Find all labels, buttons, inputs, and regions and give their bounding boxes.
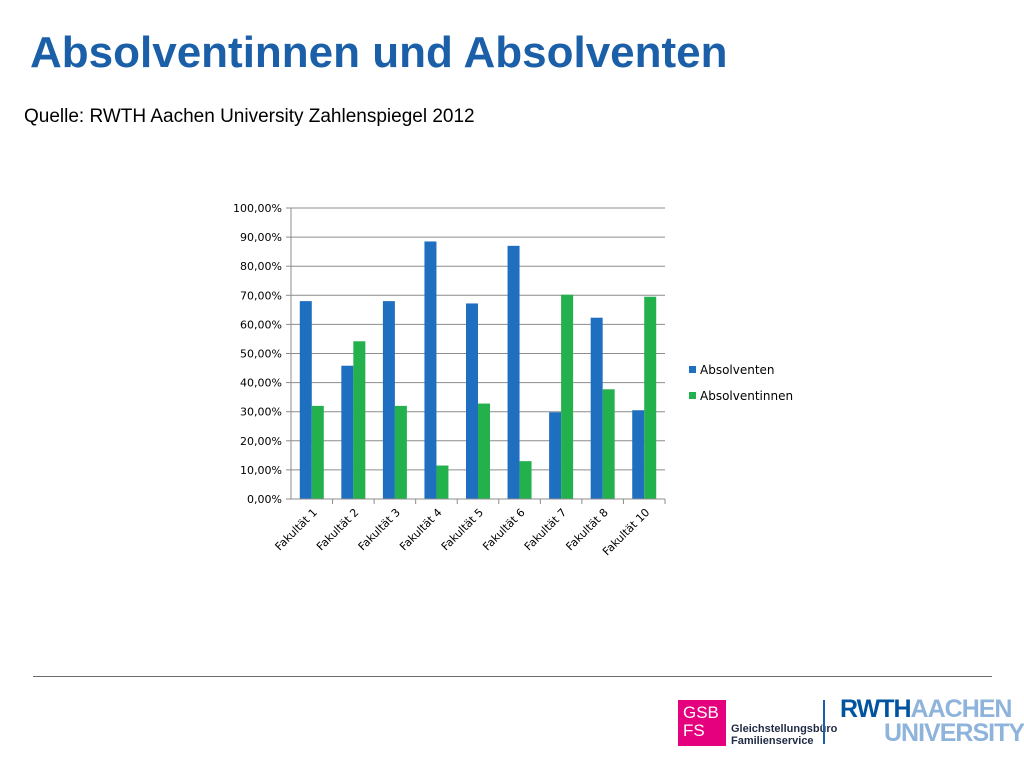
rwth-logo-rwth: RWTH	[840, 695, 912, 723]
x-tick-label: Fakultät 2	[314, 506, 361, 553]
bar-absolventinnen	[602, 389, 615, 499]
bar-absolventinnen	[561, 294, 574, 499]
y-tick-label: 20,00%	[240, 435, 282, 448]
y-tick-label: 70,00%	[240, 289, 282, 302]
rwth-logo-line1: RWTHAACHEN	[840, 695, 1024, 723]
legend-label-absolventinnen: Absolventinnen	[700, 389, 793, 403]
bar-absolventen	[466, 303, 478, 499]
bar-absolventinnen	[311, 405, 324, 499]
gsb-logo-text: Gleichstellungsbüro Familienservice	[731, 723, 837, 747]
legend-label-absolventen: Absolventen	[700, 363, 775, 377]
legend-swatch-absolventen	[689, 366, 696, 373]
bar-absolventen	[299, 301, 312, 499]
rwth-logo: RWTHAACHEN UNIVERSITY	[840, 695, 1024, 747]
bar-absolventen	[549, 412, 562, 499]
gsb-logo-line1: GSB	[683, 703, 719, 722]
x-tick-label: Fakultät 5	[439, 506, 486, 553]
x-tick-label: Fakultät 7	[522, 506, 569, 553]
y-tick-label: 0,00%	[247, 493, 282, 506]
bar-absolventinnen	[394, 405, 407, 499]
gsb-logo-line2: FS	[683, 721, 705, 740]
bar-absolventinnen	[436, 465, 449, 499]
bar-absolventen	[590, 317, 603, 499]
y-tick-label: 80,00%	[240, 260, 282, 273]
logo-divider	[823, 700, 825, 744]
slide-subtitle: Quelle: RWTH Aachen University Zahlenspi…	[24, 106, 475, 127]
rwth-logo-university: UNIVERSITY	[884, 719, 1024, 747]
gsb-text-line1: Gleichstellungsbüro	[731, 723, 838, 735]
bar-absolventinnen	[644, 296, 657, 499]
x-tick-label: Fakultät 1	[273, 506, 320, 553]
y-tick-label: 30,00%	[240, 406, 282, 419]
gsb-logo: GSB FS	[678, 700, 726, 746]
x-tick-label: Fakultät 4	[397, 506, 444, 553]
bar-absolventinnen	[353, 341, 366, 499]
legend: Absolventen Absolventinnen	[689, 363, 793, 403]
y-tick-label: 90,00%	[240, 231, 282, 244]
y-tick-label: 50,00%	[240, 348, 282, 361]
bars	[299, 241, 657, 499]
x-tick-label: Fakultät 6	[480, 506, 527, 553]
x-tick-label: Fakultät 3	[356, 506, 403, 553]
rwth-logo-aachen: AACHEN	[910, 695, 1013, 723]
gsb-text-line2: Familienservice	[731, 735, 814, 747]
bar-absolventen	[632, 410, 645, 499]
legend-swatch-absolventinnen	[689, 392, 696, 399]
bar-absolventinnen	[519, 461, 532, 499]
slide-title: Absolventinnen und Absolventen	[30, 28, 728, 77]
bar-absolventen	[507, 245, 520, 499]
bar-absolventinnen	[478, 403, 490, 499]
y-tick-label: 100,00%	[233, 202, 282, 215]
bar-absolventen	[424, 241, 437, 499]
y-tick-label: 40,00%	[240, 377, 282, 390]
bar-absolventen	[341, 365, 354, 499]
y-tick-label: 60,00%	[240, 318, 282, 331]
footer-divider	[33, 676, 992, 677]
bar-absolventen	[382, 301, 395, 499]
y-tick-label: 10,00%	[240, 464, 282, 477]
